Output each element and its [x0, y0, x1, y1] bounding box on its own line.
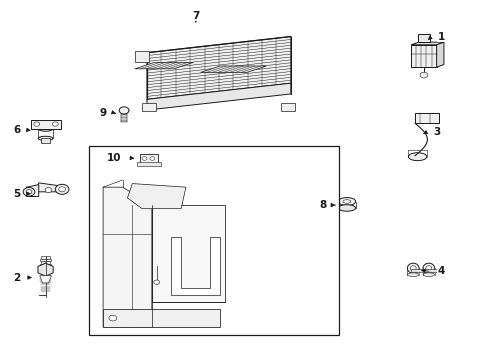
Ellipse shape: [38, 136, 53, 140]
Bar: [281, 103, 294, 111]
Ellipse shape: [38, 126, 53, 131]
Circle shape: [34, 122, 40, 126]
Polygon shape: [152, 205, 224, 302]
Ellipse shape: [342, 200, 350, 203]
Polygon shape: [436, 42, 443, 67]
Polygon shape: [103, 309, 220, 327]
Bar: [40, 259, 51, 261]
Polygon shape: [147, 83, 290, 110]
Text: 4: 4: [437, 266, 444, 276]
Polygon shape: [410, 45, 436, 67]
Text: 6: 6: [13, 125, 20, 135]
Ellipse shape: [425, 266, 431, 271]
Polygon shape: [410, 42, 443, 45]
Polygon shape: [103, 187, 152, 327]
Ellipse shape: [407, 273, 418, 276]
Circle shape: [55, 184, 69, 194]
Bar: [410, 269, 440, 272]
Polygon shape: [26, 185, 39, 197]
Circle shape: [26, 190, 32, 194]
Bar: [40, 264, 51, 267]
Polygon shape: [135, 62, 193, 69]
Circle shape: [142, 157, 147, 160]
Ellipse shape: [409, 266, 415, 271]
Polygon shape: [200, 66, 266, 72]
Ellipse shape: [407, 153, 426, 161]
Polygon shape: [147, 37, 290, 99]
Bar: [41, 256, 50, 259]
Bar: [41, 261, 50, 264]
Ellipse shape: [422, 273, 434, 276]
Circle shape: [150, 157, 155, 160]
Text: 3: 3: [433, 127, 440, 136]
Ellipse shape: [337, 198, 355, 206]
Ellipse shape: [337, 205, 355, 211]
Ellipse shape: [407, 263, 418, 273]
Polygon shape: [171, 237, 220, 295]
Bar: [89, 145, 338, 335]
Polygon shape: [135, 51, 149, 62]
Text: 2: 2: [13, 273, 20, 283]
Text: 9: 9: [100, 108, 107, 118]
Text: 8: 8: [319, 200, 326, 210]
Text: 7: 7: [192, 11, 199, 21]
Bar: [137, 162, 160, 166]
Bar: [140, 154, 158, 163]
Ellipse shape: [422, 263, 434, 273]
Text: 5: 5: [13, 189, 20, 199]
Text: 1: 1: [437, 32, 444, 41]
Polygon shape: [36, 183, 64, 192]
Polygon shape: [31, 120, 61, 129]
Polygon shape: [38, 263, 53, 276]
Polygon shape: [40, 276, 51, 283]
Circle shape: [109, 315, 117, 321]
Text: 10: 10: [107, 153, 122, 163]
Circle shape: [419, 72, 427, 78]
Polygon shape: [127, 184, 185, 209]
Circle shape: [59, 187, 65, 192]
Bar: [142, 103, 156, 111]
Circle shape: [45, 188, 52, 193]
Circle shape: [52, 122, 58, 126]
Circle shape: [154, 280, 159, 284]
Bar: [41, 138, 50, 143]
Bar: [414, 113, 438, 123]
Circle shape: [119, 107, 129, 114]
Bar: [417, 34, 429, 42]
Circle shape: [23, 188, 35, 196]
